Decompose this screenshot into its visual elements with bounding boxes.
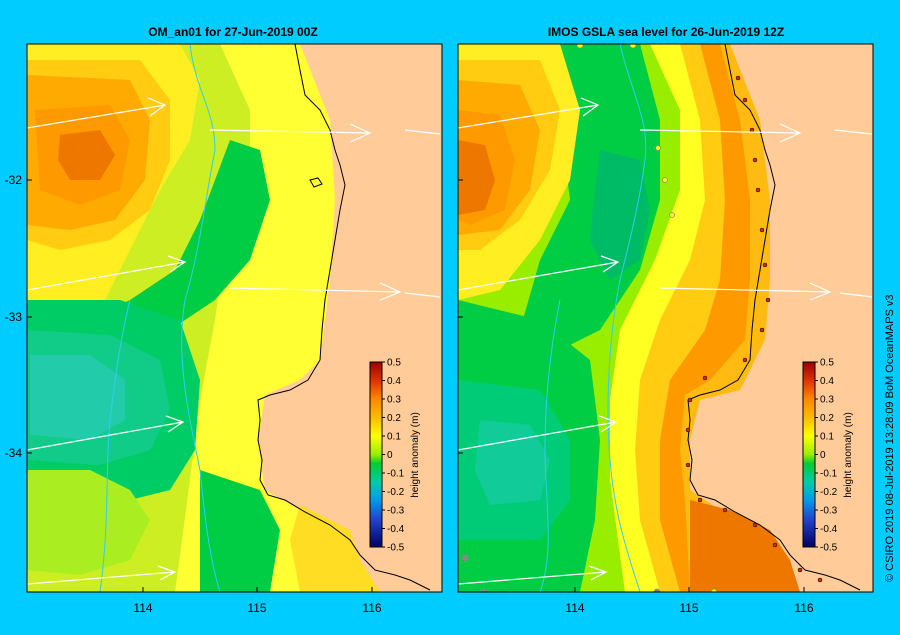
colorbar-tick-label: 0.2	[387, 413, 401, 424]
colorbar-tick-label: 0.1	[387, 432, 401, 443]
colorbar-tick-label: 0.3	[820, 395, 834, 406]
colorbar-label: height anomaly (m)	[410, 412, 421, 498]
lon-tick-label: 115	[679, 601, 698, 615]
left-colorbar: 0.5 0.4 0.3 0.2 0.1 0 -0.1 -0.2 -0.3 -0.4 -0.5 hei…	[369, 358, 421, 554]
coastline	[257, 44, 431, 591]
colorbar-tick-label: 0.3	[387, 395, 401, 406]
left-panel-title: OM_an01 for 27-Jun-2019 00Z	[148, 25, 317, 39]
lat-tick-label: -33	[5, 310, 23, 324]
right-colorbar: 0.5 0.4 0.3 0.2 0.1 0 -0.1 -0.2 -0.3 -0.4 -0.5 hei…	[802, 358, 854, 554]
sea-level-field	[458, 44, 800, 592]
colorbar-label: height anomaly (m)	[843, 412, 854, 498]
colorbar-tick-label: -0.3	[387, 506, 405, 517]
colorbar-tick-label: -0.2	[820, 487, 838, 498]
colorbar-tick-label: 0	[387, 450, 393, 461]
depth-contours	[99, 44, 221, 592]
left-map-frame	[26, 43, 443, 593]
credit-text: © CSIRO 2019 08-Jul-2019 13:28:09 BoM Oc…	[884, 294, 896, 582]
colorbar-tick-label: 0.5	[387, 358, 401, 369]
right-panel-title: IMOS GSLA sea level for 26-Jun-2019 12Z	[548, 25, 784, 39]
colorbar-tick-label: -0.4	[820, 524, 838, 535]
island-outline	[309, 177, 323, 188]
colorbar-tick-label: 0	[820, 450, 826, 461]
colorbar-tick-label: 0.4	[387, 376, 401, 387]
colorbar-tick-label: -0.5	[820, 543, 838, 554]
colorbar-tick-label: -0.1	[387, 469, 405, 480]
tide-gauge-markers	[685, 75, 823, 583]
satellite-track-markers	[461, 44, 718, 592]
colorbar-tick-label: -0.5	[387, 543, 405, 554]
lon-tick-label: 116	[794, 601, 813, 615]
current-arrows	[27, 97, 441, 585]
colorbar-tick-label: 0.4	[820, 376, 834, 387]
coastline	[687, 44, 861, 591]
colorbar-tick-label: -0.3	[820, 506, 838, 517]
lon-tick-label: 116	[362, 601, 381, 615]
current-arrows	[458, 97, 873, 585]
lon-tick-label: 115	[247, 601, 266, 615]
left-axis-ticks	[27, 179, 373, 592]
right-map-frame	[457, 43, 874, 593]
colorbar-tick-label: 0.2	[820, 413, 834, 424]
colorbar-tick-label: -0.1	[820, 469, 838, 480]
colorbar-tick-label: 0.5	[820, 358, 834, 369]
lat-tick-label: -32	[5, 173, 23, 187]
depth-contours	[539, 44, 647, 592]
colorbar-tick-label: -0.2	[387, 487, 405, 498]
lat-tick-label: -34	[5, 446, 23, 460]
left-map	[27, 44, 442, 592]
lon-tick-label: 114	[565, 601, 584, 615]
colorbar-tick-label: 0.1	[820, 432, 834, 443]
lon-tick-label: 114	[133, 601, 152, 615]
colorbar-tick-label: -0.4	[387, 524, 405, 535]
right-axis-ticks	[458, 179, 805, 592]
